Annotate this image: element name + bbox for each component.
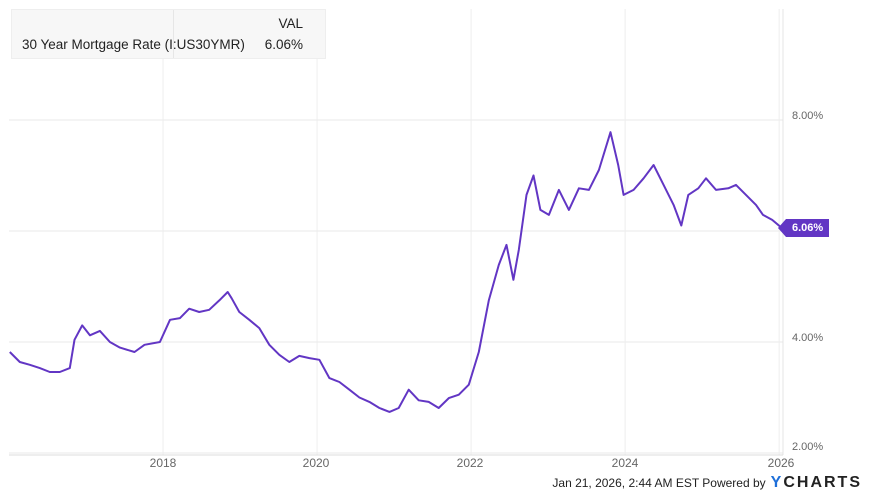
logo-y: Y [770,474,784,491]
legend-series-value: 6.06% [264,37,303,52]
logo-charts: CHARTS [783,474,862,491]
gridlines [9,9,784,456]
footer-text: Jan 21, 2026, 2:44 AM EST Powered by [552,476,765,490]
timestamp: Jan 21, 2026, 2:44 AM EST [552,476,699,490]
legend-header-val: VAL [278,16,303,31]
y-tick-label: 2.00% [792,441,824,453]
legend-table: VAL 30 Year Mortgage Rate (I:US30YMR) 6.… [11,9,326,59]
y-tick-label: 8.00% [792,110,824,122]
footer-row: Jan 21, 2026, 2:44 AM EST Powered by YCH… [552,474,862,491]
x-tick-label: 2018 [149,456,177,470]
x-tick-label: 2022 [456,456,484,470]
series-line-30yr-mortgage-rate [9,131,783,413]
legend-series-name[interactable]: 30 Year Mortgage Rate (I:US30YMR) [22,37,245,52]
x-tick-label: 2024 [611,456,639,470]
y-tick-label: 4.00% [792,332,824,344]
ycharts-logo[interactable]: YCHARTS [771,474,862,491]
legend-divider [173,10,174,58]
powered-by-label: Powered by [702,476,766,490]
x-tick-label: 2026 [767,456,795,470]
last-value-badge: 6.06% [777,219,830,237]
x-tick-label: 2020 [302,456,330,470]
